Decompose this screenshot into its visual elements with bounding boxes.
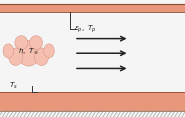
Bar	[0, 92, 185, 111]
Ellipse shape	[30, 36, 43, 50]
Text: $h,\ T_{\infty}$: $h,\ T_{\infty}$	[18, 46, 39, 56]
Text: $\varepsilon_p,\ T_p$: $\varepsilon_p,\ T_p$	[74, 23, 97, 35]
Ellipse shape	[15, 36, 28, 50]
Ellipse shape	[44, 44, 54, 58]
Bar	[0, 4, 185, 12]
Ellipse shape	[35, 48, 49, 66]
Ellipse shape	[3, 44, 14, 58]
Text: $T_s$: $T_s$	[9, 81, 18, 91]
Ellipse shape	[18, 40, 40, 66]
Ellipse shape	[9, 48, 23, 66]
